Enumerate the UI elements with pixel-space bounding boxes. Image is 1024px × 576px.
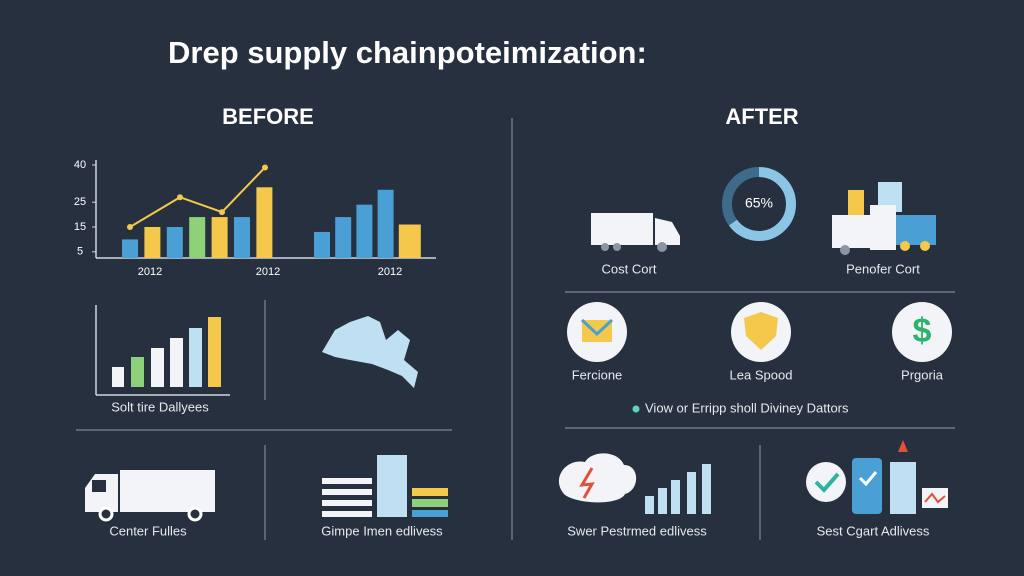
x-tick-label: 2012 xyxy=(256,266,280,278)
x-tick-label: 2012 xyxy=(138,266,162,278)
buildings: Penofer Cort xyxy=(832,182,936,276)
stacked-icon: Gimpe Imen edlivess xyxy=(321,455,448,538)
bar xyxy=(122,239,138,258)
y-tick-label: 5 xyxy=(77,246,83,258)
bar xyxy=(377,189,394,258)
trend-line xyxy=(129,166,266,228)
before-chart2: Solt tire Dallyees xyxy=(95,305,230,414)
map xyxy=(322,316,418,388)
y-tick-label: 40 xyxy=(74,159,86,171)
truck-left: Center Fulles xyxy=(85,470,215,538)
dividers xyxy=(76,118,955,540)
after-heading: AFTER xyxy=(725,104,798,129)
x-tick-label: 2012 xyxy=(378,266,402,278)
bar xyxy=(314,231,330,258)
chart2-caption: Solt tire Dallyees xyxy=(111,399,209,414)
truck-caption: Center Fulles xyxy=(109,523,187,538)
bar xyxy=(211,217,228,258)
truck-right: Cost Cort xyxy=(591,213,680,276)
check-icon: Sest Cgart Adlivess xyxy=(806,440,948,538)
trend-point xyxy=(262,164,268,171)
cloud-icon: Swer Pestrmed edlivess xyxy=(558,453,711,538)
y-tick-label: 15 xyxy=(74,221,86,233)
penofer-caption: Penofer Cort xyxy=(846,261,920,276)
title: Drep supply chainpoteimization: xyxy=(168,35,647,70)
donut: 65% xyxy=(722,167,796,241)
icon-row: $ Fercione Lea Spood Prgoria Viow or Err… xyxy=(567,302,952,415)
check-caption: Sest Cgart Adlivess xyxy=(817,523,930,538)
note: Viow or Erripp sholl Diviney Dattors xyxy=(645,400,849,415)
icon-caption: Prgoria xyxy=(901,367,944,382)
bar xyxy=(256,187,273,258)
before-chart: 5 15 25 40 2012 2012 2012 xyxy=(74,159,436,278)
donut-label: 65% xyxy=(745,195,773,211)
trend-point xyxy=(127,223,133,230)
bar xyxy=(335,217,352,258)
svg-text:$: $ xyxy=(913,312,932,350)
icon-caption: Fercione xyxy=(572,367,623,382)
trend-point xyxy=(177,194,183,201)
bar xyxy=(144,226,161,258)
before-heading: BEFORE xyxy=(222,104,314,129)
cost-caption: Cost Cort xyxy=(602,261,657,276)
bar xyxy=(234,217,250,258)
bar xyxy=(189,217,206,258)
bar xyxy=(166,226,183,258)
bars-caption: Gimpe Imen edlivess xyxy=(321,523,443,538)
icon-caption: Lea Spood xyxy=(730,367,793,382)
y-tick-label: 25 xyxy=(74,196,86,208)
donut-arc xyxy=(722,167,796,241)
cloud-caption: Swer Pestrmed edlivess xyxy=(567,523,707,538)
trend-point xyxy=(219,209,225,216)
bar xyxy=(398,224,421,258)
bar xyxy=(356,204,373,258)
